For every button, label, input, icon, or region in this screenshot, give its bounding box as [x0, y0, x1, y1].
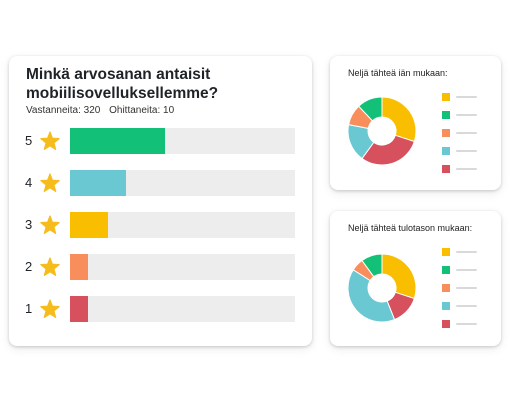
bar-1 [70, 296, 88, 322]
legend-swatch [442, 302, 450, 310]
legend-swatch [442, 320, 450, 328]
star-icon [40, 215, 60, 234]
legend-placeholder-line [456, 96, 477, 98]
donut-slice-2 [361, 134, 415, 166]
rating-row-5: 5 [9, 127, 312, 155]
legend-item-3 [442, 129, 482, 137]
rating-label: 1 [25, 301, 33, 316]
rating-row-4: 4 [9, 169, 312, 197]
legend-item-1 [442, 93, 482, 101]
income-donut-chart [347, 253, 417, 323]
donut-slice-3 [347, 269, 396, 323]
legend-placeholder-line [456, 150, 477, 152]
income-chart-title: Neljä tähteä tulotason mukaan: [348, 223, 473, 233]
star-icon [40, 257, 60, 276]
rating-question-card: Minkä arvosanan antaisit mobiilisovelluk… [9, 56, 312, 346]
legend-swatch [442, 266, 450, 274]
legend-placeholder-line [456, 269, 477, 271]
star-icon [40, 173, 60, 192]
legend-swatch [442, 129, 450, 137]
legend-item-3 [442, 284, 482, 292]
legend-item-2 [442, 111, 482, 119]
legend-placeholder-line [456, 114, 477, 116]
legend-item-5 [442, 165, 482, 173]
bar-2 [70, 254, 88, 280]
legend-item-1 [442, 248, 482, 256]
star-icon [40, 299, 60, 318]
bar-4 [70, 170, 127, 196]
rating-label: 2 [25, 259, 33, 274]
legend-swatch [442, 248, 450, 256]
bar-5 [70, 128, 165, 154]
rating-label: 4 [25, 175, 33, 190]
bar-3 [70, 212, 109, 238]
legend-item-4 [442, 147, 482, 155]
rating-row-1: 1 [9, 295, 312, 323]
rating-row-2: 2 [9, 253, 312, 281]
bar-track [70, 212, 295, 238]
legend-swatch [442, 284, 450, 292]
legend-placeholder-line [456, 305, 477, 307]
donut-slice-5 [361, 253, 383, 278]
question-title: Minkä arvosanan antaisit mobiilisovelluk… [26, 66, 219, 102]
legend-placeholder-line [456, 287, 477, 289]
star-icon [40, 131, 60, 150]
legend-placeholder-line [456, 168, 477, 170]
donut-slice-1 [381, 253, 417, 300]
legend-item-5 [442, 320, 482, 328]
response-counts: Vastanneita: 320 Ohittaneita: 10 [26, 105, 180, 116]
bar-track [70, 254, 295, 280]
legend-placeholder-line [456, 132, 477, 134]
legend-placeholder-line [456, 251, 477, 253]
donut-slice-5 [358, 96, 383, 122]
bar-track [70, 296, 295, 322]
age-donut-chart [347, 96, 417, 166]
rating-row-3: 3 [9, 211, 312, 239]
legend-placeholder-line [456, 323, 477, 325]
legend-item-2 [442, 266, 482, 274]
bar-track [70, 128, 295, 154]
skipped-count: Ohittaneita: 10 [109, 105, 175, 116]
rating-label: 5 [25, 133, 33, 148]
legend-swatch [442, 147, 450, 155]
legend-swatch [442, 165, 450, 173]
answered-count: Vastanneita: 320 [26, 105, 101, 116]
rating-label: 3 [25, 217, 33, 232]
bar-track [70, 170, 295, 196]
age-chart-title: Neljä tähteä iän mukaan: [348, 68, 448, 78]
income-breakdown-card: Neljä tähteä tulotason mukaan: [330, 211, 501, 346]
legend-swatch [442, 111, 450, 119]
age-breakdown-card: Neljä tähteä iän mukaan: [330, 56, 501, 190]
legend-item-4 [442, 302, 482, 310]
donut-slice-1 [381, 96, 417, 143]
legend-swatch [442, 93, 450, 101]
